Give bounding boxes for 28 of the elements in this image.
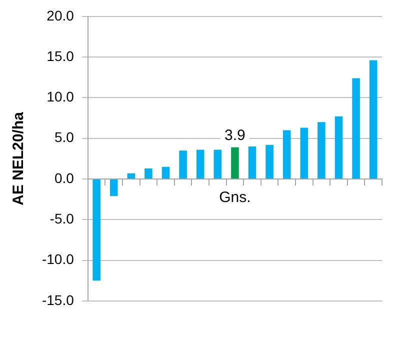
bar [179,150,187,179]
bar [196,150,204,179]
bar [231,147,239,179]
y-tick-label: 0.0 [54,170,74,186]
bar [248,146,256,179]
bar [318,122,326,179]
y-tick-label: -5.0 [50,210,74,227]
bar [282,130,291,179]
bar [369,60,378,179]
bar [214,150,222,179]
y-tick-label: -15.0 [42,292,74,308]
y-tick-label: 10.0 [46,88,74,105]
y-axis-title: AE NEL20/ha [10,111,28,206]
x-tick-label: Gns. [219,189,251,206]
data-label: 3.9 [224,126,246,144]
bar [266,144,274,179]
bar [110,180,118,196]
y-tick-label: 20.0 [46,7,74,24]
bar [144,168,152,179]
bar [127,173,136,179]
y-tick-label: 5.0 [54,129,74,146]
bar [352,78,360,179]
y-tick-label: 15.0 [46,48,74,64]
y-tick-label: -10.0 [42,251,74,268]
bar [334,116,343,179]
bar [162,166,170,179]
bar [92,180,100,281]
bar [300,128,308,179]
